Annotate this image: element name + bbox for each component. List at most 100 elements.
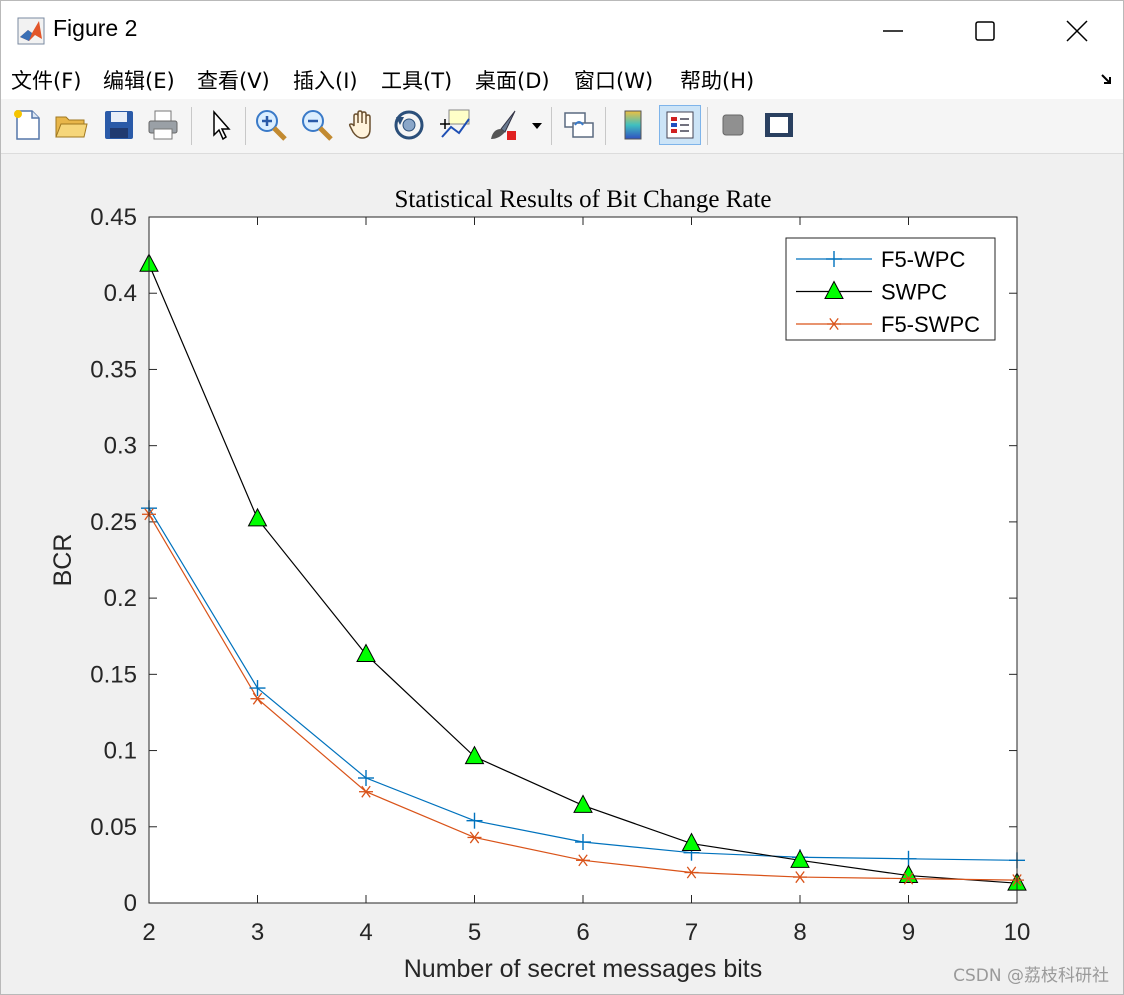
y-tick-label: 0 bbox=[124, 890, 137, 917]
colorbar-button[interactable] bbox=[615, 107, 651, 143]
pointer-button[interactable] bbox=[203, 107, 239, 143]
title-bar: Figure 2 bbox=[1, 1, 1123, 61]
data-point-f5-swpc bbox=[467, 831, 482, 844]
new-figure-icon bbox=[14, 110, 40, 140]
legend-icon bbox=[666, 111, 694, 139]
pan-hand-icon bbox=[348, 110, 371, 139]
save-button[interactable] bbox=[101, 107, 137, 143]
menu-desktop[interactable]: 桌面(D) bbox=[475, 69, 550, 93]
data-point-f5-swpc bbox=[576, 854, 590, 867]
x-tick-label: 4 bbox=[359, 919, 372, 946]
y-tick-label: 0.3 bbox=[104, 433, 137, 460]
menu-insert[interactable]: 插入(I) bbox=[293, 69, 358, 93]
pointer-icon bbox=[213, 110, 231, 141]
legend-button[interactable] bbox=[659, 105, 701, 145]
data-point-f5-wpc bbox=[575, 834, 591, 851]
dock-arrow-icon[interactable] bbox=[1099, 71, 1115, 87]
y-tick-label: 0.2 bbox=[104, 585, 137, 612]
rotate-3d-button[interactable] bbox=[391, 107, 427, 143]
marker-stroke bbox=[829, 318, 839, 330]
data-cursor-icon bbox=[440, 109, 470, 138]
show-plot-tools-icon bbox=[765, 113, 793, 137]
toolbar-separator bbox=[551, 107, 552, 145]
data-point-f5-wpc bbox=[249, 680, 266, 697]
legend-marker-f5-swpc bbox=[827, 318, 841, 330]
window-title: Figure 2 bbox=[53, 15, 138, 41]
x-tick-label: 10 bbox=[1004, 919, 1031, 946]
zoom-in-button[interactable] bbox=[253, 107, 289, 143]
maximize-button[interactable] bbox=[939, 1, 1031, 61]
legend-label-f5-wpc: F5-WPC bbox=[881, 247, 965, 272]
x-tick-label: 2 bbox=[142, 919, 155, 946]
marker-stroke bbox=[795, 871, 805, 884]
data-point-f5-swpc bbox=[684, 866, 699, 879]
figure-canvas: 2 3 4 5 6 7 8 9 10 0 0.05 0.1 0.15 0.2 0.25 0.3 0.35 0.4 0… bbox=[1, 154, 1123, 994]
legend-marker-swpc bbox=[824, 280, 844, 299]
data-point-f5-swpc bbox=[250, 692, 265, 705]
print-icon bbox=[148, 110, 178, 140]
toolbar bbox=[1, 99, 1123, 154]
y-tick-label: 0.1 bbox=[104, 738, 137, 765]
menu-view[interactable]: 查看(V) bbox=[197, 69, 270, 93]
zoom-in-icon bbox=[256, 110, 287, 141]
zoom-out-button[interactable] bbox=[299, 107, 335, 143]
y-tick-label: 0.25 bbox=[90, 509, 137, 536]
x-axis-label: Number of secret messages bits bbox=[404, 955, 762, 983]
legend-box bbox=[785, 237, 996, 341]
data-point-f5-wpc bbox=[466, 812, 483, 829]
menu-help[interactable]: 帮助(H) bbox=[680, 69, 755, 93]
marker-stroke bbox=[469, 831, 480, 844]
marker-stroke bbox=[578, 854, 588, 867]
legend-marker-f5-wpc bbox=[826, 251, 842, 267]
data-point-f5-wpc bbox=[358, 769, 374, 786]
x-tick-label: 8 bbox=[793, 919, 806, 946]
hide-plot-tools-icon bbox=[722, 114, 744, 136]
link-plot-icon bbox=[564, 112, 594, 138]
legend-label-f5-swpc: F5-SWPC bbox=[881, 312, 980, 337]
toolbar-separator bbox=[605, 107, 606, 145]
marker-stroke bbox=[903, 872, 914, 885]
marker-stroke bbox=[361, 785, 371, 798]
y-tick-label: 0.15 bbox=[90, 661, 137, 688]
brush-dropdown[interactable] bbox=[529, 107, 545, 143]
brush-icon bbox=[491, 110, 516, 140]
y-tick-label: 0.05 bbox=[90, 814, 137, 841]
menu-tools[interactable]: 工具(T) bbox=[381, 69, 453, 93]
data-point-f5-wpc bbox=[900, 850, 917, 867]
toolbar-separator bbox=[245, 107, 246, 145]
new-figure-button[interactable] bbox=[9, 107, 45, 143]
caret-down-icon bbox=[532, 123, 542, 129]
legend[interactable]: F5-WPC SWPC F5-SWPC bbox=[785, 237, 996, 341]
data-point-swpc bbox=[247, 507, 268, 527]
show-plot-tools-button[interactable] bbox=[761, 107, 797, 143]
toolbar-separator bbox=[191, 107, 192, 145]
menu-bar: 文件(F) 编辑(E) 查看(V) 插入(I) 工具(T) 桌面(D) 窗口(W… bbox=[1, 61, 1123, 99]
minimize-button[interactable] bbox=[847, 1, 939, 61]
x-tick-label: 9 bbox=[902, 919, 915, 946]
x-tick-label: 3 bbox=[251, 919, 264, 946]
print-button[interactable] bbox=[145, 107, 181, 143]
menu-edit[interactable]: 编辑(E) bbox=[103, 69, 175, 93]
data-point-swpc bbox=[573, 794, 593, 813]
brush-button[interactable] bbox=[485, 107, 521, 143]
colorbar-icon bbox=[624, 110, 642, 140]
y-tick-label: 0.4 bbox=[104, 280, 137, 307]
open-file-button[interactable] bbox=[53, 107, 89, 143]
marker-stroke bbox=[252, 692, 263, 705]
link-plot-button[interactable] bbox=[561, 107, 597, 143]
data-point-swpc bbox=[681, 832, 702, 852]
x-tick-label: 5 bbox=[468, 919, 481, 946]
close-button[interactable] bbox=[1031, 1, 1123, 61]
data-point-f5-swpc bbox=[359, 785, 373, 798]
toolbar-separator bbox=[707, 107, 708, 145]
close-icon bbox=[1066, 20, 1088, 42]
watermark: CSDN @荔枝科研社 bbox=[953, 966, 1109, 986]
y-tick-label: 0.45 bbox=[90, 204, 137, 231]
pan-button[interactable] bbox=[345, 107, 381, 143]
data-cursor-button[interactable] bbox=[437, 107, 473, 143]
menu-window[interactable]: 窗口(W) bbox=[574, 69, 654, 93]
menu-file[interactable]: 文件(F) bbox=[11, 69, 82, 93]
hide-plot-tools-button[interactable] bbox=[715, 107, 751, 143]
